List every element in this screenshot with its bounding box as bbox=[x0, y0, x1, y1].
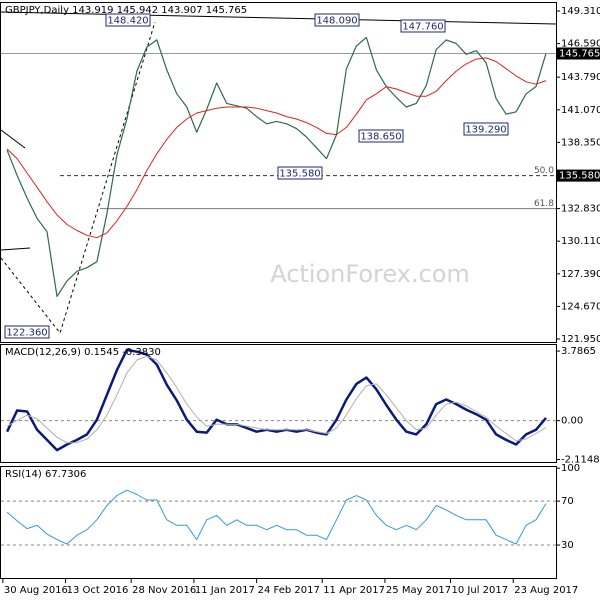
y-tick-label: 3.7865 bbox=[561, 346, 596, 357]
x-tick-label: 28 Nov 2016 bbox=[132, 585, 196, 596]
y-tick-label: 121.950 bbox=[561, 334, 600, 345]
y-tick-label: 132.830 bbox=[561, 204, 600, 215]
macd-panel bbox=[0, 344, 557, 463]
price-panel bbox=[0, 2, 557, 343]
macd-title: MACD(12,26,9) 0.1545 -0.3830 bbox=[5, 347, 161, 358]
y-tick-label: 143.790 bbox=[561, 72, 600, 83]
level-tag: 135.580 bbox=[559, 171, 600, 182]
annotation-box bbox=[358, 129, 404, 143]
last-price: 145.765 bbox=[559, 48, 600, 59]
price-title: GBPJPY,Daily 143.919 145.942 143.907 145… bbox=[5, 5, 247, 16]
last-price-box bbox=[557, 47, 600, 60]
annotation: 148.090 bbox=[316, 16, 357, 27]
annotation-box bbox=[314, 13, 360, 27]
y-tick-label: 130.110 bbox=[561, 236, 600, 247]
y-tick-label: 30 bbox=[561, 540, 574, 551]
annotation-box bbox=[400, 19, 446, 33]
x-tick-label: 24 Feb 2017 bbox=[258, 585, 320, 596]
annotation: 139.290 bbox=[465, 125, 506, 136]
series-line bbox=[5, 348, 547, 452]
annotations: 148.420 148.090 147.760 138.650 139.290 … bbox=[4, 13, 509, 339]
fib-level-label: 61.8 bbox=[534, 199, 554, 209]
x-tick-label: 25 May 2017 bbox=[386, 585, 451, 596]
x-tick-label: 23 Aug 2017 bbox=[514, 585, 578, 596]
level-tag-box bbox=[557, 169, 600, 182]
y-tick-label: -2.1148 bbox=[561, 455, 600, 466]
x-tick-label: 11 Jan 2017 bbox=[195, 585, 255, 596]
series-line bbox=[6, 489, 547, 545]
series-line bbox=[6, 57, 547, 239]
annotation-box bbox=[4, 325, 50, 339]
annotation: 138.650 bbox=[360, 132, 401, 143]
series-line bbox=[6, 355, 547, 444]
trend-line bbox=[0, 247, 31, 251]
annotation: 122.360 bbox=[6, 328, 47, 339]
annotation: 147.760 bbox=[402, 22, 443, 33]
watermark: ActionForex.com bbox=[270, 260, 470, 288]
y-tick-label: 100 bbox=[561, 463, 580, 474]
y-tick-label: 141.070 bbox=[561, 105, 600, 116]
y-tick-label: 70 bbox=[561, 496, 574, 507]
annotation-box bbox=[105, 13, 151, 27]
y-tick-label: 124.670 bbox=[561, 301, 600, 312]
trend-line bbox=[0, 129, 26, 149]
fib-level-label: 50.0 bbox=[534, 166, 554, 176]
y-tick-label: 146.590 bbox=[561, 39, 600, 50]
annotation-box bbox=[277, 166, 323, 180]
y-tick-label: 0.00 bbox=[561, 416, 583, 427]
rsi-panel bbox=[0, 466, 557, 579]
x-tick-label: 10 Jul 2017 bbox=[452, 585, 509, 596]
y-tick-label: 138.350 bbox=[561, 137, 600, 148]
annotation: 135.580 bbox=[279, 169, 320, 180]
x-tick-label: 30 Aug 2016 bbox=[4, 585, 68, 596]
x-tick-label: 11 Apr 2017 bbox=[323, 585, 385, 596]
y-tick-label: 149.310 bbox=[561, 6, 600, 17]
fib-swing-line bbox=[0, 21, 156, 335]
series-line bbox=[6, 36, 547, 297]
rsi-title: RSI(14) 67.7306 bbox=[5, 469, 86, 480]
annotation: 148.420 bbox=[107, 16, 148, 27]
y-tick-label: 127.390 bbox=[561, 269, 600, 280]
trend-line bbox=[0, 11, 557, 25]
annotation-box bbox=[463, 122, 509, 136]
x-tick-label: 13 Oct 2016 bbox=[67, 585, 129, 596]
